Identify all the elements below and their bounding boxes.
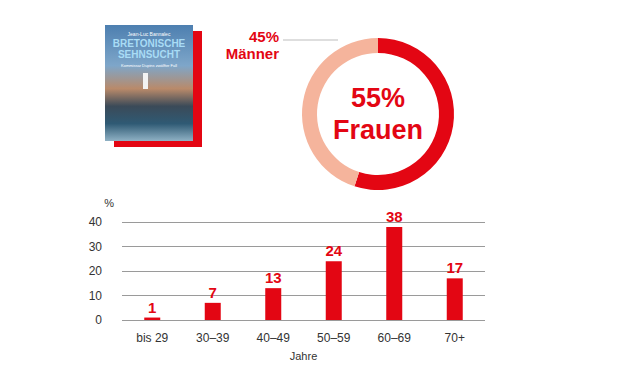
svg-text:20: 20	[89, 264, 103, 278]
svg-text:Frauen: Frauen	[333, 115, 423, 145]
svg-text:55%: 55%	[351, 83, 405, 113]
svg-text:70+: 70+	[445, 331, 465, 345]
svg-text:45%: 45%	[249, 28, 279, 45]
svg-text:Jahre: Jahre	[290, 350, 318, 362]
svg-text:17: 17	[446, 259, 463, 276]
svg-text:30: 30	[89, 240, 103, 254]
svg-text:1: 1	[148, 299, 156, 316]
svg-text:40: 40	[89, 215, 103, 229]
svg-text:%: %	[104, 197, 114, 209]
svg-text:7: 7	[209, 284, 217, 301]
svg-text:60–69: 60–69	[378, 331, 412, 345]
svg-text:50–59: 50–59	[317, 331, 351, 345]
svg-text:bis 29: bis 29	[136, 331, 168, 345]
svg-text:10: 10	[89, 289, 103, 303]
html-text:Jean-Luc Bannalec: Jean-Luc Bannalec	[127, 31, 171, 37]
svg-text:38: 38	[386, 208, 403, 225]
svg-text:24: 24	[325, 242, 342, 259]
html-text:BRETONISCHE SEHNSUCHT: BRETONISCHE SEHNSUCHT	[112, 38, 186, 60]
svg-text:13: 13	[265, 269, 282, 286]
html-text:Kommissar Dupins zwölfter Fall: Kommissar Dupins zwölfter Fall	[121, 63, 177, 68]
svg-text:40–49: 40–49	[257, 331, 291, 345]
svg-text:30–39: 30–39	[196, 331, 230, 345]
svg-text:0: 0	[95, 313, 102, 327]
svg-text:Männer: Männer	[226, 45, 280, 62]
